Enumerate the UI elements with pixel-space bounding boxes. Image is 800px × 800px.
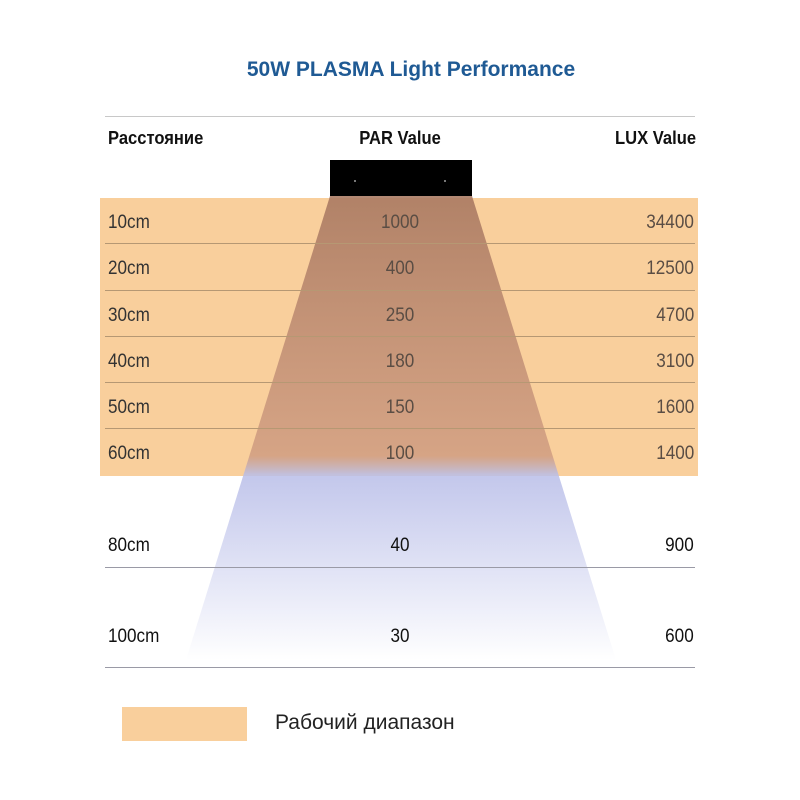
chart-title: 50W PLASMA Light Performance [246, 58, 576, 81]
par-value-cell: 180 [385, 351, 415, 372]
distance-cell: 20cm [108, 258, 150, 279]
par-value-cell: 250 [385, 305, 415, 326]
distance-cell: 30cm [108, 305, 150, 326]
legend-swatch [122, 707, 247, 741]
lamp-dot [354, 180, 356, 182]
row-divider [105, 290, 695, 291]
lux-value-cell: 34400 [646, 212, 694, 233]
distance-cell: 80cm [108, 535, 150, 556]
distance-cell: 40cm [108, 351, 150, 372]
par-value-cell: 150 [385, 397, 415, 418]
lux-value-cell: 4700 [655, 305, 694, 326]
row-divider [105, 382, 695, 383]
distance-cell: 60cm [108, 443, 150, 464]
row-divider [105, 667, 695, 668]
distance-cell: 100cm [108, 626, 160, 647]
par-value-cell: 400 [385, 258, 415, 279]
lux-value-cell: 12500 [646, 258, 694, 279]
row-divider [105, 567, 695, 568]
lux-value-cell: 1600 [655, 397, 694, 418]
par-value-cell: 30 [390, 626, 410, 647]
row-divider [105, 243, 695, 244]
lamp-dot [444, 180, 446, 182]
par-value-cell: 1000 [380, 212, 420, 233]
header-rule [105, 116, 695, 117]
column-header-par: PAR Value [359, 128, 441, 148]
par-value-cell: 40 [390, 535, 410, 556]
distance-cell: 50cm [108, 397, 150, 418]
row-divider [105, 428, 695, 429]
lux-value-cell: 3100 [655, 351, 694, 372]
distance-cell: 10cm [108, 212, 150, 233]
column-header-lux: LUX Value [615, 128, 696, 148]
par-value-cell: 100 [385, 443, 415, 464]
lux-value-cell: 600 [665, 626, 694, 647]
row-divider [105, 336, 695, 337]
lux-value-cell: 900 [665, 535, 694, 556]
lamp-icon [330, 160, 472, 196]
legend-label: Рабочий диапазон [275, 711, 455, 734]
column-header-distance: Расстояние [108, 128, 204, 148]
lux-value-cell: 1400 [655, 443, 694, 464]
